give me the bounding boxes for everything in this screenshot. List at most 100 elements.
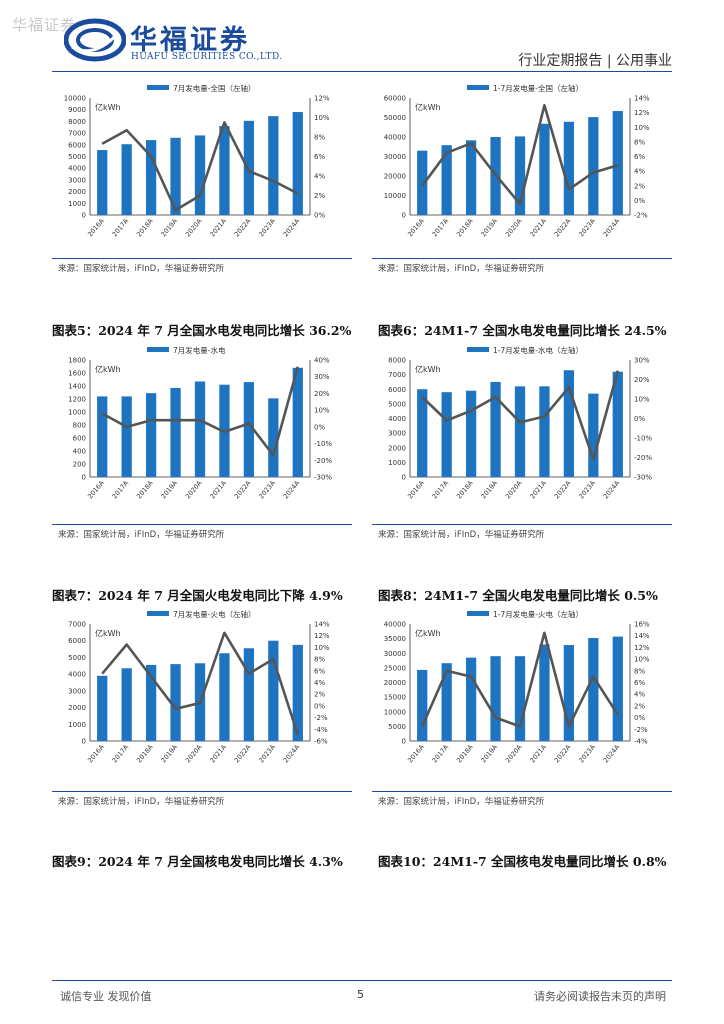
figure-caption: 图表8：24M1-7 全国火电发电量同比增长 0.5% — [378, 588, 658, 603]
bar — [539, 386, 550, 477]
legend-swatch — [147, 347, 169, 352]
x-tick-label: 2016A — [86, 217, 106, 239]
source-note: 来源：国家统计局，iFInD，华福证券研究所 — [58, 797, 225, 807]
right-tick-label: 4% — [634, 691, 645, 699]
bar — [417, 150, 428, 215]
x-tick-label: 2022A — [233, 743, 253, 765]
left-tick-label: 3000 — [68, 687, 86, 695]
left-tick-label: 4000 — [68, 671, 86, 679]
x-tick-label: 2016A — [406, 479, 426, 501]
unit-label: 亿kWh — [415, 364, 441, 374]
bar — [219, 126, 230, 215]
left-tick-label: 1400 — [68, 383, 86, 391]
left-tick-label: 2000 — [388, 444, 406, 452]
bar — [292, 367, 303, 477]
right-tick-label: -20% — [314, 457, 332, 465]
bar — [243, 648, 255, 741]
unit-label: 亿kWh — [95, 628, 121, 638]
company-logo — [64, 18, 126, 62]
bar — [170, 137, 181, 215]
bar — [97, 150, 108, 215]
bar — [145, 393, 157, 477]
unit-label: 亿kWh — [95, 364, 121, 374]
growth-line — [101, 631, 300, 736]
x-tick-label: 2017A — [431, 479, 451, 501]
bar — [268, 640, 279, 741]
left-tick-label: 9000 — [68, 106, 86, 114]
left-tick-label: 0 — [82, 212, 86, 220]
right-tick-label: 10% — [634, 656, 650, 664]
bar — [465, 390, 477, 477]
left-tick-label: 50000 — [384, 114, 406, 122]
right-tick-label: -4% — [314, 726, 328, 734]
right-tick-label: 4% — [634, 168, 645, 176]
left-tick-label: 8000 — [68, 118, 86, 126]
x-tick-label: 2022A — [553, 743, 573, 765]
x-tick-label: 2021A — [208, 479, 228, 501]
right-tick-label: -2% — [634, 726, 648, 734]
brand-name-en: HUAFU SECURITIES CO.,LTD. — [131, 52, 283, 62]
right-tick-label: 14% — [314, 621, 330, 629]
right-tick-label: 14% — [634, 95, 650, 103]
chart-national-jan-jul: 1-7月发电量-全国（左轴） 亿kWh 0 10000 20000 30000 40000 5… — [372, 80, 672, 250]
bar — [268, 116, 279, 215]
bar — [465, 140, 477, 215]
left-tick-label: 7000 — [68, 621, 86, 629]
figure-caption: 图表6：24M1-7 全国水电发电量同比增长 24.5% — [378, 323, 667, 338]
bar — [121, 396, 132, 477]
bar — [514, 656, 526, 741]
left-tick-label: 6000 — [388, 386, 406, 394]
x-tick-label: 2020A — [184, 743, 204, 765]
bar — [268, 398, 279, 477]
source-divider — [372, 791, 672, 792]
left-tick-label: 4000 — [68, 165, 86, 173]
x-tick-label: 2022A — [553, 217, 573, 239]
legend-swatch — [147, 85, 169, 90]
footer-disclaimer: 请务必阅读报告末页的声明 — [534, 990, 666, 1003]
chart-hydro-jan-jul: 1-7月发电量-水电（左轴） 亿kWh 0 1000 2000 3000 4000 5000 6… — [372, 342, 672, 512]
right-tick-label: -20% — [634, 454, 652, 462]
left-tick-label: 6000 — [68, 141, 86, 149]
growth-line — [421, 631, 619, 728]
left-tick-label: 40000 — [384, 621, 406, 629]
source-note: 来源：国家统计局，iFInD，华福证券研究所 — [58, 530, 225, 540]
right-tick-label: 20% — [634, 376, 650, 384]
growth-line — [421, 103, 619, 206]
right-tick-label: -10% — [634, 435, 652, 443]
unit-label: 亿kWh — [95, 102, 121, 112]
left-tick-label: 1000 — [68, 721, 86, 729]
right-tick-label: -6% — [314, 738, 328, 746]
x-tick-label: 2021A — [528, 479, 548, 501]
right-tick-label: 12% — [314, 95, 330, 103]
legend-label: 7月发电量-全国（左轴） — [173, 83, 255, 93]
bar — [588, 393, 599, 477]
bar — [145, 140, 157, 215]
bar — [490, 656, 501, 741]
left-tick-label: 1000 — [68, 200, 86, 208]
right-tick-label: 0% — [634, 415, 645, 423]
left-tick-label: 35000 — [384, 635, 406, 643]
bar — [563, 645, 575, 741]
right-tick-label: -2% — [634, 212, 648, 220]
left-tick-label: 6000 — [68, 637, 86, 645]
left-tick-label: 400 — [73, 448, 86, 456]
x-tick-label: 2024A — [282, 217, 302, 239]
bar — [194, 381, 206, 477]
x-tick-label: 2022A — [553, 479, 573, 501]
left-tick-label: 3000 — [68, 176, 86, 184]
right-tick-label: 6% — [314, 153, 325, 161]
bar — [465, 657, 477, 741]
right-tick-label: 16% — [634, 621, 650, 629]
left-tick-label: 10000 — [384, 708, 406, 716]
bar — [514, 386, 526, 477]
left-tick-label: 5000 — [388, 400, 406, 408]
x-tick-label: 2020A — [504, 479, 524, 501]
source-note: 来源：国家统计局，iFInD，华福证券研究所 — [378, 530, 545, 540]
bar — [612, 636, 623, 741]
right-tick-label: 10% — [634, 396, 650, 404]
x-tick-label: 2019A — [479, 217, 499, 239]
bar — [441, 663, 452, 741]
bar — [441, 392, 452, 477]
left-tick-label: 7000 — [68, 130, 86, 138]
left-tick-label: 30000 — [384, 650, 406, 658]
